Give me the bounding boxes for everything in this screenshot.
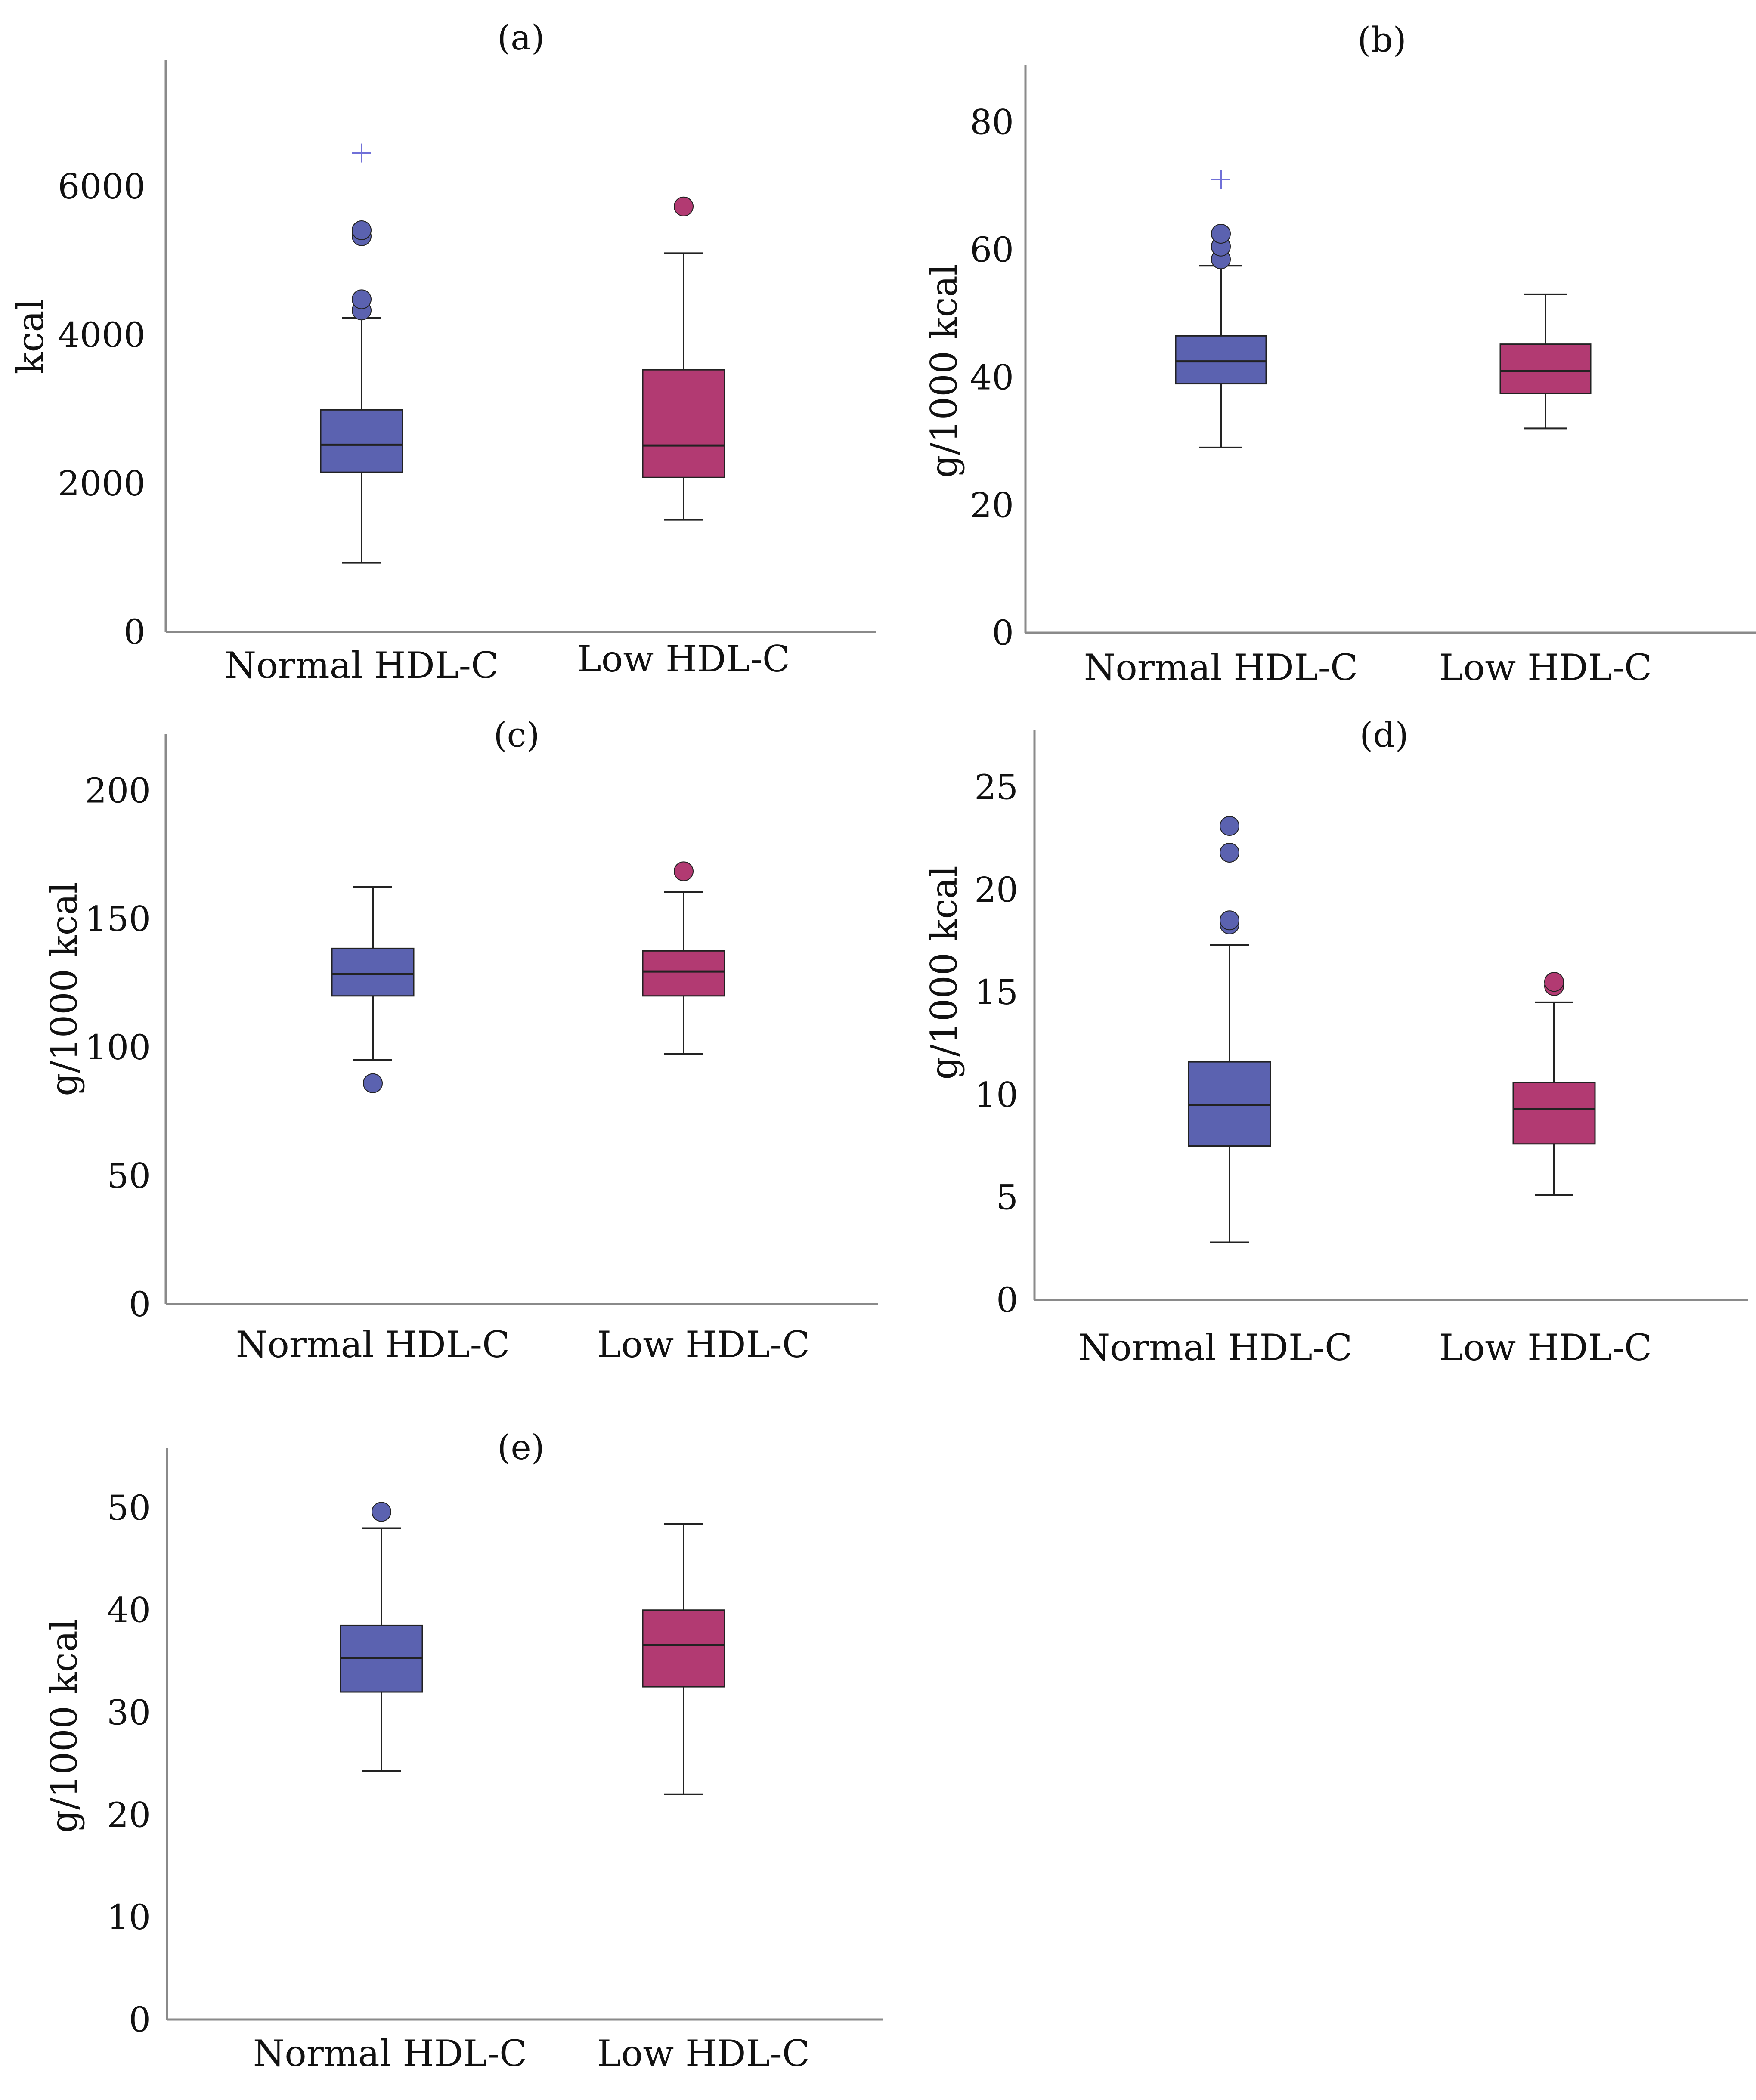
x-tick-label-normal: Normal HDL-C xyxy=(236,1324,510,1366)
box-normal xyxy=(340,1502,423,1772)
x-tick-label-low: Low HDL-C xyxy=(1439,646,1652,689)
y-tick-label: 20 xyxy=(970,485,1014,525)
iqr-box xyxy=(1499,343,1592,394)
y-axis-title: g/1000 kcal xyxy=(923,866,965,1079)
chart-panel-e: (e) g/1000 kcal Normal HDL-C Low HDL-C 0… xyxy=(43,1427,883,2075)
y-tick-label: 4000 xyxy=(58,315,146,355)
y-tick-label: 60 xyxy=(970,230,1014,270)
box-normal xyxy=(331,886,415,1093)
y-tick-label: 10 xyxy=(107,1897,151,1937)
y-axis-title: kcal xyxy=(9,299,52,374)
y-tick-label: 200 xyxy=(85,770,151,810)
y-tick-label: 15 xyxy=(974,972,1018,1012)
outlier-point xyxy=(674,196,694,216)
box-low xyxy=(1499,293,1592,430)
y-tick-label: 0 xyxy=(124,612,146,652)
box-normal xyxy=(320,143,403,564)
chart-panel-a: (a) kcal Normal HDL-C Low HDL-C 0 2000 400… xyxy=(9,18,876,687)
box-low xyxy=(642,861,725,1055)
outlier-point xyxy=(674,861,694,881)
outlier-point xyxy=(352,220,372,240)
box-normal xyxy=(1188,816,1271,1243)
x-tick-label-normal: Normal HDL-C xyxy=(1078,1327,1353,1369)
panel-title: (e) xyxy=(497,1427,545,1467)
y-tick-label: 10 xyxy=(974,1075,1018,1115)
y-axis-title: g/1000 kcal xyxy=(43,882,85,1096)
panel-title: (b) xyxy=(1357,20,1406,60)
x-tick-label-low: Low HDL-C xyxy=(577,638,790,680)
x-tick-label-low: Low HDL-C xyxy=(597,2032,810,2075)
outlier-point xyxy=(352,289,372,309)
outlier-point xyxy=(1220,910,1239,931)
x-tick-label-low: Low HDL-C xyxy=(597,1324,810,1366)
y-tick-label: 40 xyxy=(107,1590,151,1630)
chart-panel-b: (b) g/1000 kcal Normal HDL-C Low HDL-C 0… xyxy=(923,20,1756,689)
iqr-box xyxy=(1512,1082,1596,1145)
y-tick-label: 0 xyxy=(992,613,1014,653)
y-tick-label: 2000 xyxy=(58,464,146,504)
y-tick-label: 100 xyxy=(85,1027,151,1067)
y-tick-label: 0 xyxy=(996,1280,1018,1320)
chart-panel-d: (d) g/1000 kcal Normal HDL-C Low HDL-C 0… xyxy=(923,715,1748,1369)
iqr-box xyxy=(331,947,415,997)
panel-title: (c) xyxy=(493,715,539,755)
iqr-box xyxy=(642,1609,725,1688)
box-low xyxy=(642,196,725,521)
panel-title: (d) xyxy=(1360,715,1409,755)
box-low xyxy=(1512,972,1596,1196)
extreme-point xyxy=(1211,170,1230,189)
outlier-point xyxy=(372,1502,391,1522)
y-tick-label: 6000 xyxy=(58,167,146,207)
chart-panel-c: (c) g/1000 kcal Normal HDL-C Low HDL-C 0… xyxy=(43,715,878,1366)
iqr-box xyxy=(320,409,403,473)
y-tick-label: 150 xyxy=(85,899,151,939)
iqr-box xyxy=(642,369,725,478)
x-tick-label-normal: Normal HDL-C xyxy=(225,644,499,687)
panel-title: (a) xyxy=(497,18,545,58)
x-tick-label-low: Low HDL-C xyxy=(1439,1327,1652,1369)
outlier-point xyxy=(1211,224,1231,244)
box-low xyxy=(642,1523,725,1795)
y-tick-label: 5 xyxy=(996,1178,1018,1218)
iqr-box xyxy=(1175,335,1267,385)
y-tick-label: 0 xyxy=(129,1284,151,1324)
box-normal xyxy=(1175,170,1267,448)
y-tick-label: 25 xyxy=(974,767,1018,807)
outlier-point xyxy=(1544,972,1564,992)
y-tick-label: 0 xyxy=(129,2000,151,2040)
y-tick-label: 50 xyxy=(107,1488,151,1528)
outlier-point xyxy=(1220,816,1239,836)
extreme-point xyxy=(352,143,371,163)
x-tick-label-normal: Normal HDL-C xyxy=(253,2032,527,2075)
y-tick-label: 40 xyxy=(970,358,1014,398)
y-tick-label: 20 xyxy=(974,870,1018,910)
y-tick-label: 50 xyxy=(107,1156,151,1196)
outlier-point xyxy=(1220,842,1239,863)
y-tick-label: 80 xyxy=(970,102,1014,142)
y-axis-title: g/1000 kcal xyxy=(43,1619,85,1833)
y-axis-title: g/1000 kcal xyxy=(923,264,965,478)
outlier-point xyxy=(363,1073,383,1093)
y-tick-label: 30 xyxy=(107,1693,151,1733)
iqr-box xyxy=(642,950,725,997)
x-tick-label-normal: Normal HDL-C xyxy=(1084,646,1358,689)
y-tick-label: 20 xyxy=(107,1795,151,1835)
